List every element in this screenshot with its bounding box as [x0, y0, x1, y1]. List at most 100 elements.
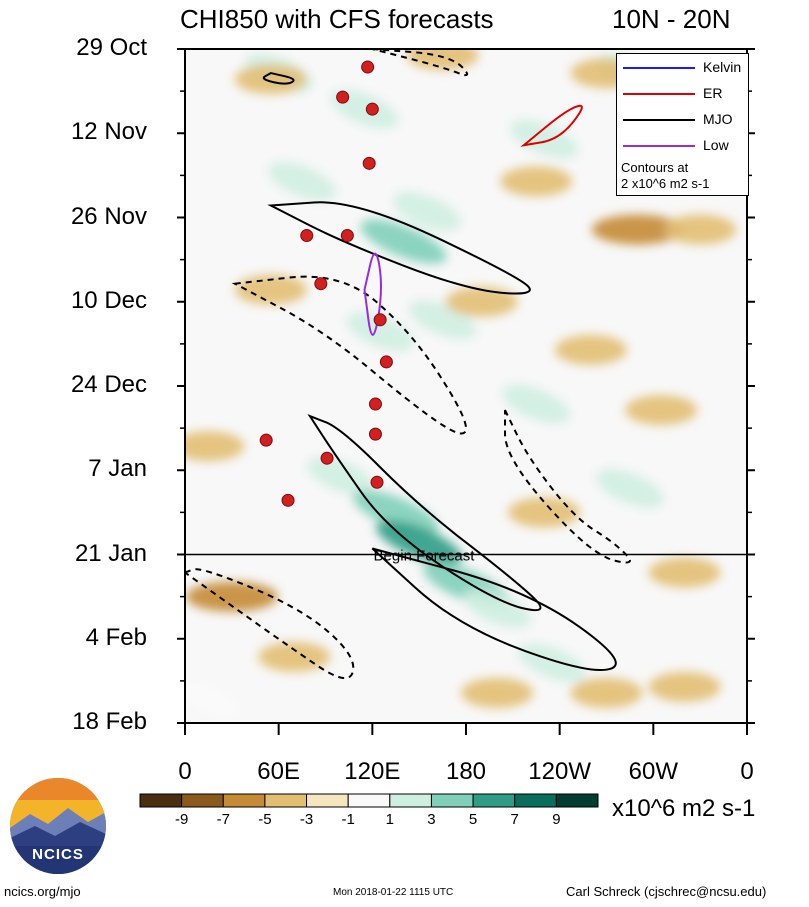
shading-blob [463, 589, 532, 629]
shading-blob [185, 581, 278, 612]
legend-item-mjo: MJO [621, 110, 746, 130]
shading-blob [406, 49, 479, 71]
colorbar-label: -3 [299, 811, 314, 828]
ncics-logo: NCICS [10, 778, 106, 874]
storm-marker [340, 229, 354, 243]
shading-blob [352, 490, 439, 535]
shading-blob [648, 671, 721, 702]
shading-blob [234, 64, 307, 95]
shading-blob [360, 219, 447, 264]
shading-blob [185, 679, 243, 719]
colorbar-label: 5 [468, 811, 478, 828]
shading-blob [625, 395, 698, 426]
colorbar-swatch [389, 793, 432, 808]
chart-title: CHI850 with CFS forecasts [180, 4, 494, 34]
legend-line-mjo [623, 119, 695, 121]
y-tick-label: 10 Dec [70, 286, 147, 314]
colorbar-swatch [139, 793, 183, 808]
y-tick-label: 4 Feb [85, 623, 147, 651]
shading-blob [502, 384, 571, 424]
er-contour [520, 104, 583, 147]
colorbar [139, 793, 599, 808]
legend-line-er [623, 93, 695, 95]
shading-blob [518, 643, 586, 683]
shading-blob [591, 214, 684, 245]
storm-marker [259, 433, 273, 447]
shading-blob [346, 312, 414, 352]
shading-blob [648, 557, 721, 588]
mjo-contour [371, 547, 617, 672]
forecast-label: Begin Forecast [374, 548, 476, 565]
storm-marker [281, 493, 295, 507]
storm-layer [259, 60, 393, 507]
colorbar-swatch [181, 793, 224, 808]
legend-label-low: Low [703, 137, 729, 153]
shading-blob [268, 162, 336, 201]
colorbar-units: x10^6 m2 s-1 [612, 795, 756, 822]
colorbar-swatch [514, 793, 557, 808]
x-tick-label: 120E [344, 758, 401, 785]
legend-item-low: Low [621, 136, 746, 156]
x-tick-label: 0 [740, 758, 754, 785]
storm-marker [365, 102, 379, 116]
shading-blob [664, 214, 737, 245]
storm-marker [373, 313, 387, 327]
shading-blob [554, 334, 627, 365]
colorbar-label: -5 [258, 811, 272, 828]
shading-blob [445, 286, 518, 317]
x-tick-label: 0 [178, 758, 192, 785]
colorbar-swatch [306, 793, 349, 808]
shading-layer [185, 49, 737, 719]
storm-marker [379, 355, 393, 369]
legend-label-mjo: MJO [703, 111, 733, 127]
y-tick-label: 7 Jan [88, 455, 147, 483]
legend-line-low [623, 145, 695, 147]
mjo-contour [267, 201, 531, 295]
shading-blob [570, 677, 643, 708]
tick-layer [177, 48, 755, 735]
storm-marker [336, 90, 350, 104]
colorbar-swatch [555, 793, 599, 808]
x-tick-label: 60W [628, 758, 679, 785]
region-label: 10N - 20N [612, 4, 731, 34]
storm-marker [320, 451, 334, 465]
storm-marker [361, 60, 375, 74]
shading-blob [461, 677, 534, 708]
x-tick-label: 60E [257, 758, 301, 785]
mjo-contour [504, 409, 631, 564]
storm-marker [368, 427, 382, 441]
footer-author: Carl Schreck (cjschrec@ncsu.edu) [566, 884, 767, 899]
colorbar-label: -9 [174, 811, 189, 828]
shading-blob [500, 166, 573, 197]
mjo-contour [231, 275, 468, 435]
x-tick-label: 120W [528, 758, 592, 785]
colorbar-swatch [264, 793, 308, 808]
legend-line-kelvin [623, 67, 695, 69]
storm-marker [370, 475, 384, 489]
colorbar-swatch [222, 793, 266, 808]
colorbar-swatch [472, 793, 516, 808]
storm-marker [300, 229, 314, 243]
low-contour [363, 252, 382, 336]
mjo-contour [185, 568, 355, 680]
y-tick-label: 24 Dec [70, 371, 147, 398]
shading-blob [508, 497, 581, 528]
logo-text: NCICS [32, 846, 84, 863]
legend-item-er: ER [621, 84, 746, 104]
contour-layer [185, 49, 631, 680]
y-tick-label: 12 Nov [70, 118, 147, 146]
colorbar-label: 3 [427, 811, 436, 828]
colorbar-label: 9 [552, 811, 561, 828]
legend: Kelvin ER MJO Low Contours at 2 x10^6 m2… [616, 53, 749, 196]
mjo-contour [307, 414, 542, 612]
shading-blob [510, 119, 578, 159]
footer-timestamp: Mon 2018-01-22 1115 UTC [333, 887, 454, 898]
legend-label-er: ER [703, 85, 723, 101]
colorbar-label: -7 [216, 811, 230, 828]
footer-site: ncics.org/mjo [4, 884, 81, 899]
colorbar-swatch [347, 793, 391, 808]
legend-note-line1: Contours at [621, 160, 689, 175]
shading-blob [234, 274, 307, 305]
colorbar-label: -1 [341, 811, 355, 828]
storm-marker [362, 156, 376, 170]
